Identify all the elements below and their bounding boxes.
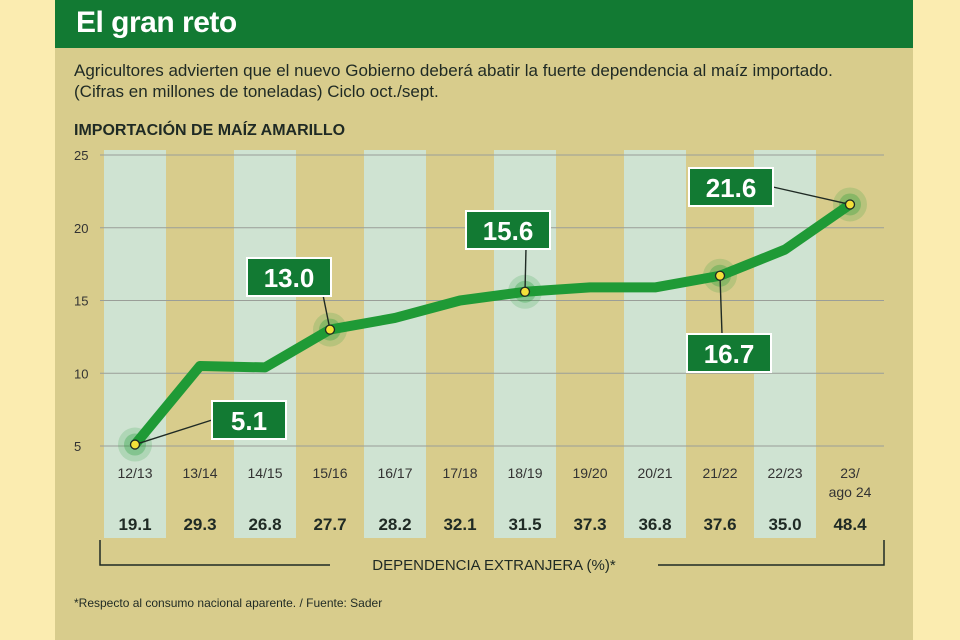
column-band <box>104 150 166 538</box>
y-tick-label: 10 <box>74 366 88 381</box>
x-tick-label: 12/13 <box>117 465 152 481</box>
leader-line <box>134 419 213 446</box>
y-tick-label: 25 <box>74 148 88 163</box>
chart-title: IMPORTACIÓN DE MAÍZ AMARILLO <box>74 122 346 139</box>
y-tick-label: 20 <box>74 221 88 236</box>
data-point-marker <box>714 270 726 281</box>
leader-line <box>772 186 851 206</box>
dependency-value: 35.0 <box>768 515 801 534</box>
value-callout-box <box>246 257 332 297</box>
y-tick-label: 15 <box>74 294 88 309</box>
data-point-marker <box>324 324 336 335</box>
leader-line <box>524 247 527 292</box>
x-tick-label: ago 24 <box>829 484 872 500</box>
x-tick-label: 13/14 <box>182 465 217 481</box>
dependency-value: 26.8 <box>248 515 281 534</box>
dependency-label: DEPENDENCIA EXTRANJERA (%)* <box>372 557 616 574</box>
header-bar <box>55 0 913 48</box>
dependency-value: 31.5 <box>508 515 541 534</box>
column-band <box>234 150 296 538</box>
page-subtitle: Agricultores advierten que el nuevo Gobi… <box>74 61 833 101</box>
x-tick-label: 18/19 <box>507 465 542 481</box>
x-tick-label: 19/20 <box>572 465 607 481</box>
series-line <box>130 199 855 450</box>
dependency-value: 37.3 <box>573 515 606 534</box>
dependency-value: 29.3 <box>183 515 216 534</box>
value-callout-label: 15.6 <box>483 216 534 246</box>
x-tick-label: 21/22 <box>702 465 737 481</box>
dependency-value: 37.6 <box>703 515 736 534</box>
dependency-value: 48.4 <box>833 515 867 534</box>
x-tick-label: 15/16 <box>312 465 347 481</box>
value-callout-label: 21.6 <box>706 173 757 203</box>
data-point-marker <box>129 439 141 450</box>
column-band <box>559 150 621 538</box>
leader-line <box>322 294 331 330</box>
x-tick-label: 23/ <box>840 465 860 481</box>
bracket-left <box>99 540 330 566</box>
data-point-marker <box>519 286 531 297</box>
dependency-value: 27.7 <box>313 515 346 534</box>
x-tick-label: 22/23 <box>767 465 802 481</box>
dependency-value: 32.1 <box>443 515 476 534</box>
value-callout-box <box>465 210 551 250</box>
column-band <box>364 150 426 538</box>
value-callout-label: 13.0 <box>264 263 315 293</box>
value-callout-label: 16.7 <box>704 339 755 369</box>
footnote: *Respecto al consumo nacional aparente. … <box>74 596 383 610</box>
x-tick-label: 16/17 <box>377 465 412 481</box>
column-band <box>624 150 686 538</box>
dependency-value: 19.1 <box>118 515 151 534</box>
x-tick-label: 20/21 <box>637 465 672 481</box>
value-callout-label: 5.1 <box>231 406 267 436</box>
column-band <box>169 150 231 538</box>
x-tick-label: 14/15 <box>247 465 282 481</box>
value-callout-box <box>688 167 774 207</box>
data-point-marker <box>844 199 856 210</box>
x-tick-label: 17/18 <box>442 465 477 481</box>
y-tick-label: 5 <box>74 439 81 454</box>
value-callout-box <box>211 400 287 440</box>
value-callout-box <box>686 333 772 373</box>
page-title: El gran reto <box>76 6 237 39</box>
dependency-value: 28.2 <box>378 515 411 534</box>
bracket-right <box>658 540 885 566</box>
dependency-value: 36.8 <box>638 515 671 534</box>
leader-line <box>719 275 723 335</box>
